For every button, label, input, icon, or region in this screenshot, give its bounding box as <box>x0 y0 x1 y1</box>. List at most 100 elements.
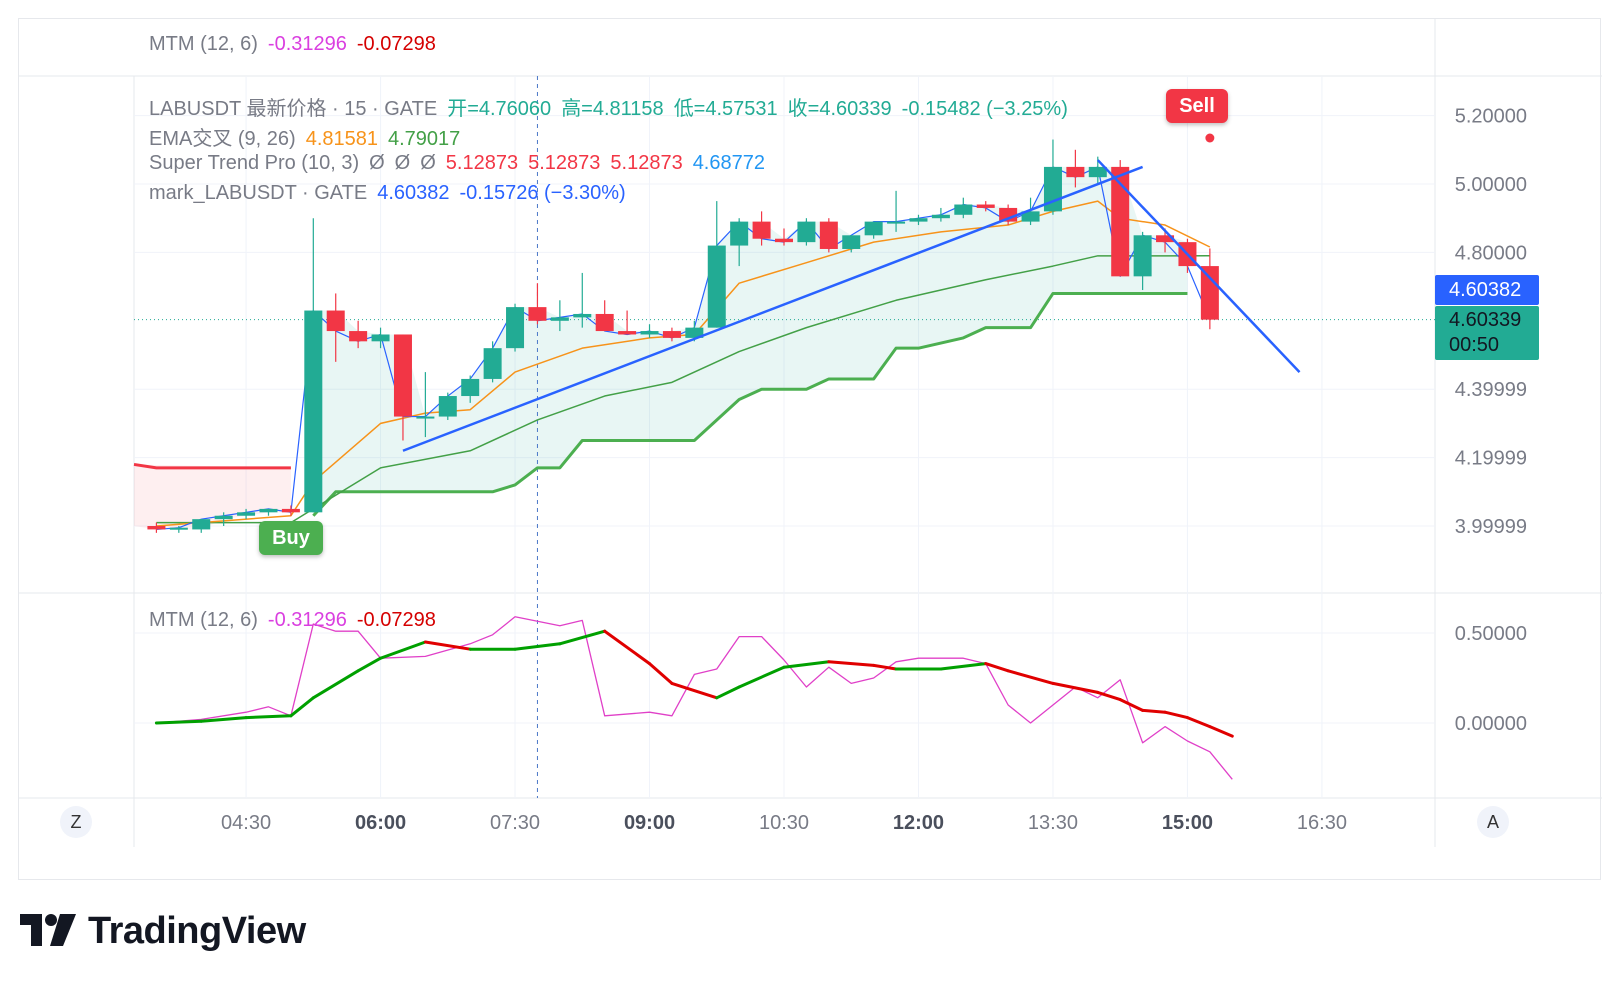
buy-signal-badge: Buy <box>259 521 323 555</box>
candle-body-26 <box>730 221 749 246</box>
candle-body-4 <box>237 512 256 516</box>
candle-body-13 <box>438 396 457 417</box>
mtm-signal-segment-2 <box>244 714 293 720</box>
candle-body-28 <box>775 238 793 243</box>
candle-4 <box>237 508 256 520</box>
mtm-signal-segment-29 <box>1208 725 1234 738</box>
candle-35 <box>931 207 950 222</box>
mtm-signal-segment-13 <box>670 681 719 700</box>
mtm-signal-segment-26 <box>1141 708 1167 714</box>
sell-signal-text: Sell <box>1179 95 1215 117</box>
mark-price-tag: 4.60382 <box>1435 275 1539 305</box>
ema-legend[interactable]: EMA交叉 (9, 26) 4.81581 4.79017 <box>149 122 470 151</box>
candle-26 <box>730 218 749 267</box>
mtm-signal-segment-6 <box>379 640 427 660</box>
mtm-signal-segment-12 <box>648 662 674 685</box>
candle-29 <box>797 218 816 246</box>
candle-body-8 <box>326 310 345 332</box>
candle-14 <box>461 375 480 403</box>
candle-body-19 <box>573 313 592 318</box>
mark-legend[interactable]: mark_LABUSDT · GATE 4.60382 -0.15726 (−3.3… <box>149 182 636 205</box>
candle-body-32 <box>864 221 883 236</box>
top-mtm-name: MTM (12, 6) <box>149 33 258 55</box>
candle-17 <box>528 283 547 325</box>
price-axis-label-2: 4.80000 <box>1455 242 1527 264</box>
mtm-signal-segment-14 <box>715 685 741 700</box>
mtm-signal-segment-18 <box>872 663 898 671</box>
candle-body-45 <box>1156 235 1175 243</box>
mark-change: -0.15726 (−3.30%) <box>459 182 626 204</box>
mtm-signal-segment-21 <box>984 662 1010 673</box>
mtm-signal-segment-28 <box>1185 716 1212 729</box>
symbol-legend[interactable]: LABUSDT 最新价格 · 15 · GATE 开=4.76060 高=4.811… <box>149 92 1078 121</box>
supertrend-up-fill <box>313 166 1188 516</box>
mtm-value-2: -0.07298 <box>356 609 436 631</box>
trendline-0 <box>402 165 1144 452</box>
candle-16 <box>506 303 525 352</box>
top-mtm-legend[interactable]: MTM (12, 6) -0.31296 -0.07298 <box>149 33 446 56</box>
mtm-signal-segment-0 <box>154 719 203 725</box>
candle-body-5 <box>259 508 278 513</box>
candle-body-35 <box>931 214 950 219</box>
candle-3 <box>214 512 233 526</box>
mtm-legend[interactable]: MTM (12, 6) -0.31296 -0.07298 <box>149 609 446 632</box>
mtm-signal-segment-20 <box>939 662 988 671</box>
candle-15 <box>483 341 502 383</box>
top-mtm-value-1: -0.31296 <box>267 33 347 55</box>
chart-frame[interactable]: 5.20000 5.00000 4.80000 4.39999 4.19999 3.999… <box>18 18 1602 881</box>
candle-body-39 <box>1021 211 1040 222</box>
time-axis-label-6: 13:30 <box>1028 812 1078 834</box>
candle-body-15 <box>483 348 502 379</box>
auto-scale-button[interactable]: A <box>1477 806 1509 838</box>
time-axis-label-7: 15:00 <box>1162 812 1213 834</box>
candle-5 <box>259 508 278 516</box>
candle-body-29 <box>797 221 816 243</box>
mark-name: mark_LABUSDT · GATE <box>149 182 368 204</box>
price-axis-label-0: 5.20000 <box>1455 106 1527 128</box>
mtm-value-1: -0.31296 <box>267 609 347 631</box>
symbol-open: 开=4.76060 <box>447 98 552 120</box>
candle-body-10 <box>371 334 390 342</box>
candle-body-41 <box>1066 166 1085 178</box>
candle-body-31 <box>842 235 861 249</box>
price-axis-label-5: 3.99999 <box>1455 516 1527 538</box>
last-price-tag: 4.60339 00:50 <box>1435 306 1539 360</box>
candle-body-30 <box>819 221 838 249</box>
candle-body-1 <box>169 527 188 530</box>
supertrend-legend[interactable]: Super Trend Pro (10, 3) Ø Ø Ø 5.12873 5.12873… <box>149 152 775 175</box>
ema-value-fast: 4.81581 <box>305 128 378 150</box>
mtm-signal-segment-11 <box>603 629 652 666</box>
mtm-signal-segment-16 <box>782 660 831 669</box>
mark-value: 4.60382 <box>377 182 450 204</box>
chart-canvas[interactable]: 5.20000 5.00000 4.80000 4.39999 4.19999 3.999… <box>19 19 1602 881</box>
zoom-button[interactable]: Z <box>60 806 92 838</box>
candle-body-16 <box>506 307 525 349</box>
candle-30 <box>819 218 838 253</box>
symbol-high: 高=4.81158 <box>561 98 664 120</box>
candle-body-21 <box>618 331 637 335</box>
mtm-signal-segment-5 <box>356 656 383 673</box>
buy-signal-text: Buy <box>272 527 310 549</box>
last-price-tag-text: 4.60339 <box>1449 309 1522 331</box>
mtm-signal-segment-27 <box>1163 710 1189 720</box>
supertrend-null-1: Ø <box>369 152 385 174</box>
candle-33 <box>887 190 906 232</box>
candle-18 <box>550 300 569 332</box>
mtm-signal-segment-4 <box>311 669 360 700</box>
candle-body-18 <box>550 317 569 321</box>
candle-body-3 <box>214 515 233 520</box>
time-axis-label-3: 09:00 <box>624 812 675 834</box>
mtm-signal-segment-22 <box>1006 669 1055 685</box>
supertrend-value-2: 5.12873 <box>528 152 601 174</box>
ema-name: EMA交叉 (9, 26) <box>149 128 296 150</box>
candle-39 <box>1021 197 1040 226</box>
price-axis-label-3: 4.39999 <box>1455 379 1527 401</box>
time-axis-label-0: 04:30 <box>221 812 271 834</box>
candle-body-37 <box>976 204 995 208</box>
candle-body-44 <box>1133 235 1152 277</box>
candle-43 <box>1111 160 1130 277</box>
candle-13 <box>438 392 457 420</box>
supertrend-null-2: Ø <box>394 152 411 174</box>
tradingview-logo-icon <box>20 914 76 946</box>
candle-32 <box>864 221 883 239</box>
